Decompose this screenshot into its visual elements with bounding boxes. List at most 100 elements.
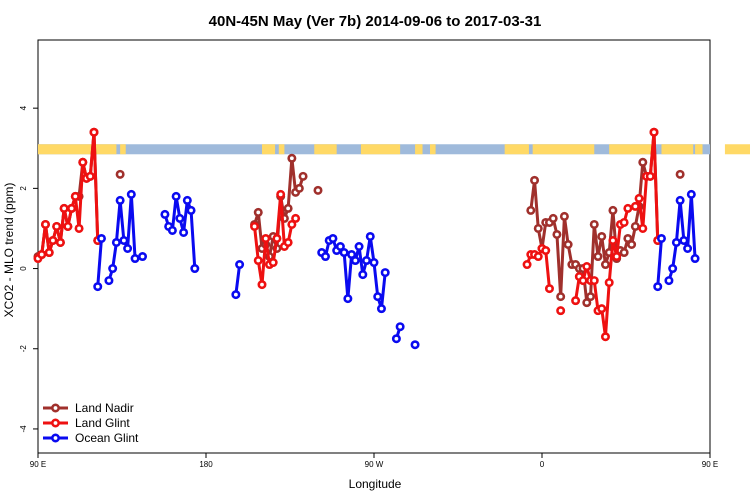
data-point: [313, 185, 323, 195]
data-point: [272, 233, 282, 243]
data-point: [597, 231, 607, 241]
data-point: [623, 203, 633, 213]
data-point: [548, 213, 558, 223]
data-point: [365, 231, 375, 241]
data-point: [108, 264, 118, 274]
data-point: [586, 292, 596, 302]
data-point: [671, 237, 681, 247]
data-point: [126, 189, 136, 199]
land-strip-segment: [430, 144, 436, 155]
data-point: [376, 304, 386, 314]
data-point: [354, 242, 364, 252]
data-point: [268, 258, 278, 268]
data-point: [358, 270, 368, 280]
land-strip-segment: [504, 144, 529, 155]
data-point: [369, 258, 379, 268]
data-point: [339, 248, 349, 258]
data-point: [235, 260, 245, 270]
legend-marker: [50, 418, 60, 428]
data-point: [563, 239, 573, 249]
data-point: [276, 189, 286, 199]
data-point: [74, 223, 84, 233]
data-point: [59, 203, 69, 213]
data-point: [544, 284, 554, 294]
data-point: [119, 235, 129, 245]
data-point: [335, 242, 345, 252]
data-point: [619, 217, 629, 227]
data-point: [298, 171, 308, 181]
series-layer: [33, 127, 700, 350]
data-point: [608, 205, 618, 215]
data-point: [533, 252, 543, 262]
data-point: [589, 219, 599, 229]
x-tick-label: 90 W: [365, 460, 384, 469]
data-point: [93, 282, 103, 292]
x-axis-label: Longitude: [349, 477, 402, 491]
data-point: [89, 127, 99, 137]
data-point: [395, 322, 405, 332]
data-point: [67, 203, 77, 213]
data-point: [287, 219, 297, 229]
data-point: [582, 262, 592, 272]
data-point: [679, 235, 689, 245]
x-tick-label: 90 E: [702, 460, 718, 469]
data-point: [85, 171, 95, 181]
data-point: [373, 292, 383, 302]
data-point: [391, 334, 401, 344]
data-point: [612, 252, 622, 262]
series-land-glint: [33, 127, 663, 342]
data-point: [619, 248, 629, 258]
data-point: [104, 276, 114, 286]
series-line: [96, 238, 103, 287]
data-point: [123, 244, 133, 254]
data-point: [653, 282, 663, 292]
data-point: [138, 252, 148, 262]
legend-label: Ocean Glint: [75, 431, 139, 445]
land-strip-segment: [314, 144, 337, 155]
land-strip-segment: [415, 144, 423, 155]
data-point: [182, 195, 192, 205]
data-point: [44, 248, 54, 258]
data-point: [328, 233, 338, 243]
land-strip-segment: [724, 144, 750, 155]
data-point: [668, 264, 678, 274]
data-point: [294, 183, 304, 193]
data-point: [115, 169, 125, 179]
data-point: [690, 254, 700, 264]
data-point: [656, 233, 666, 243]
data-point: [253, 207, 263, 217]
data-point: [261, 233, 271, 243]
data-point: [347, 250, 357, 260]
data-point: [675, 195, 685, 205]
data-point: [589, 276, 599, 286]
land-ocean-strip: [38, 144, 750, 155]
data-point: [362, 256, 372, 266]
data-point: [55, 237, 65, 247]
legend-item: Ocean Glint: [43, 431, 139, 445]
data-point: [552, 229, 562, 239]
data-point: [630, 201, 640, 211]
x-tick-label: 180: [199, 460, 213, 469]
x-tick-label: 90 E: [30, 460, 46, 469]
data-point: [380, 268, 390, 278]
data-point: [250, 221, 260, 231]
data-point: [582, 298, 592, 308]
x-tick-label: 0: [540, 460, 545, 469]
data-point: [571, 296, 581, 306]
y-tick-label: 0: [19, 266, 28, 271]
data-point: [638, 157, 648, 167]
y-axis-ticks: -4 -2 0 2 4: [19, 105, 38, 433]
y-tick-label: -4: [19, 425, 28, 433]
data-point: [40, 219, 50, 229]
legend-label: Land Glint: [75, 416, 130, 430]
y-tick-label: 4: [19, 105, 28, 110]
data-point: [634, 193, 644, 203]
data-point: [186, 205, 196, 215]
data-point: [130, 254, 140, 264]
series-line: [656, 238, 663, 287]
data-point: [556, 292, 566, 302]
data-point: [526, 205, 536, 215]
data-point: [70, 191, 80, 201]
